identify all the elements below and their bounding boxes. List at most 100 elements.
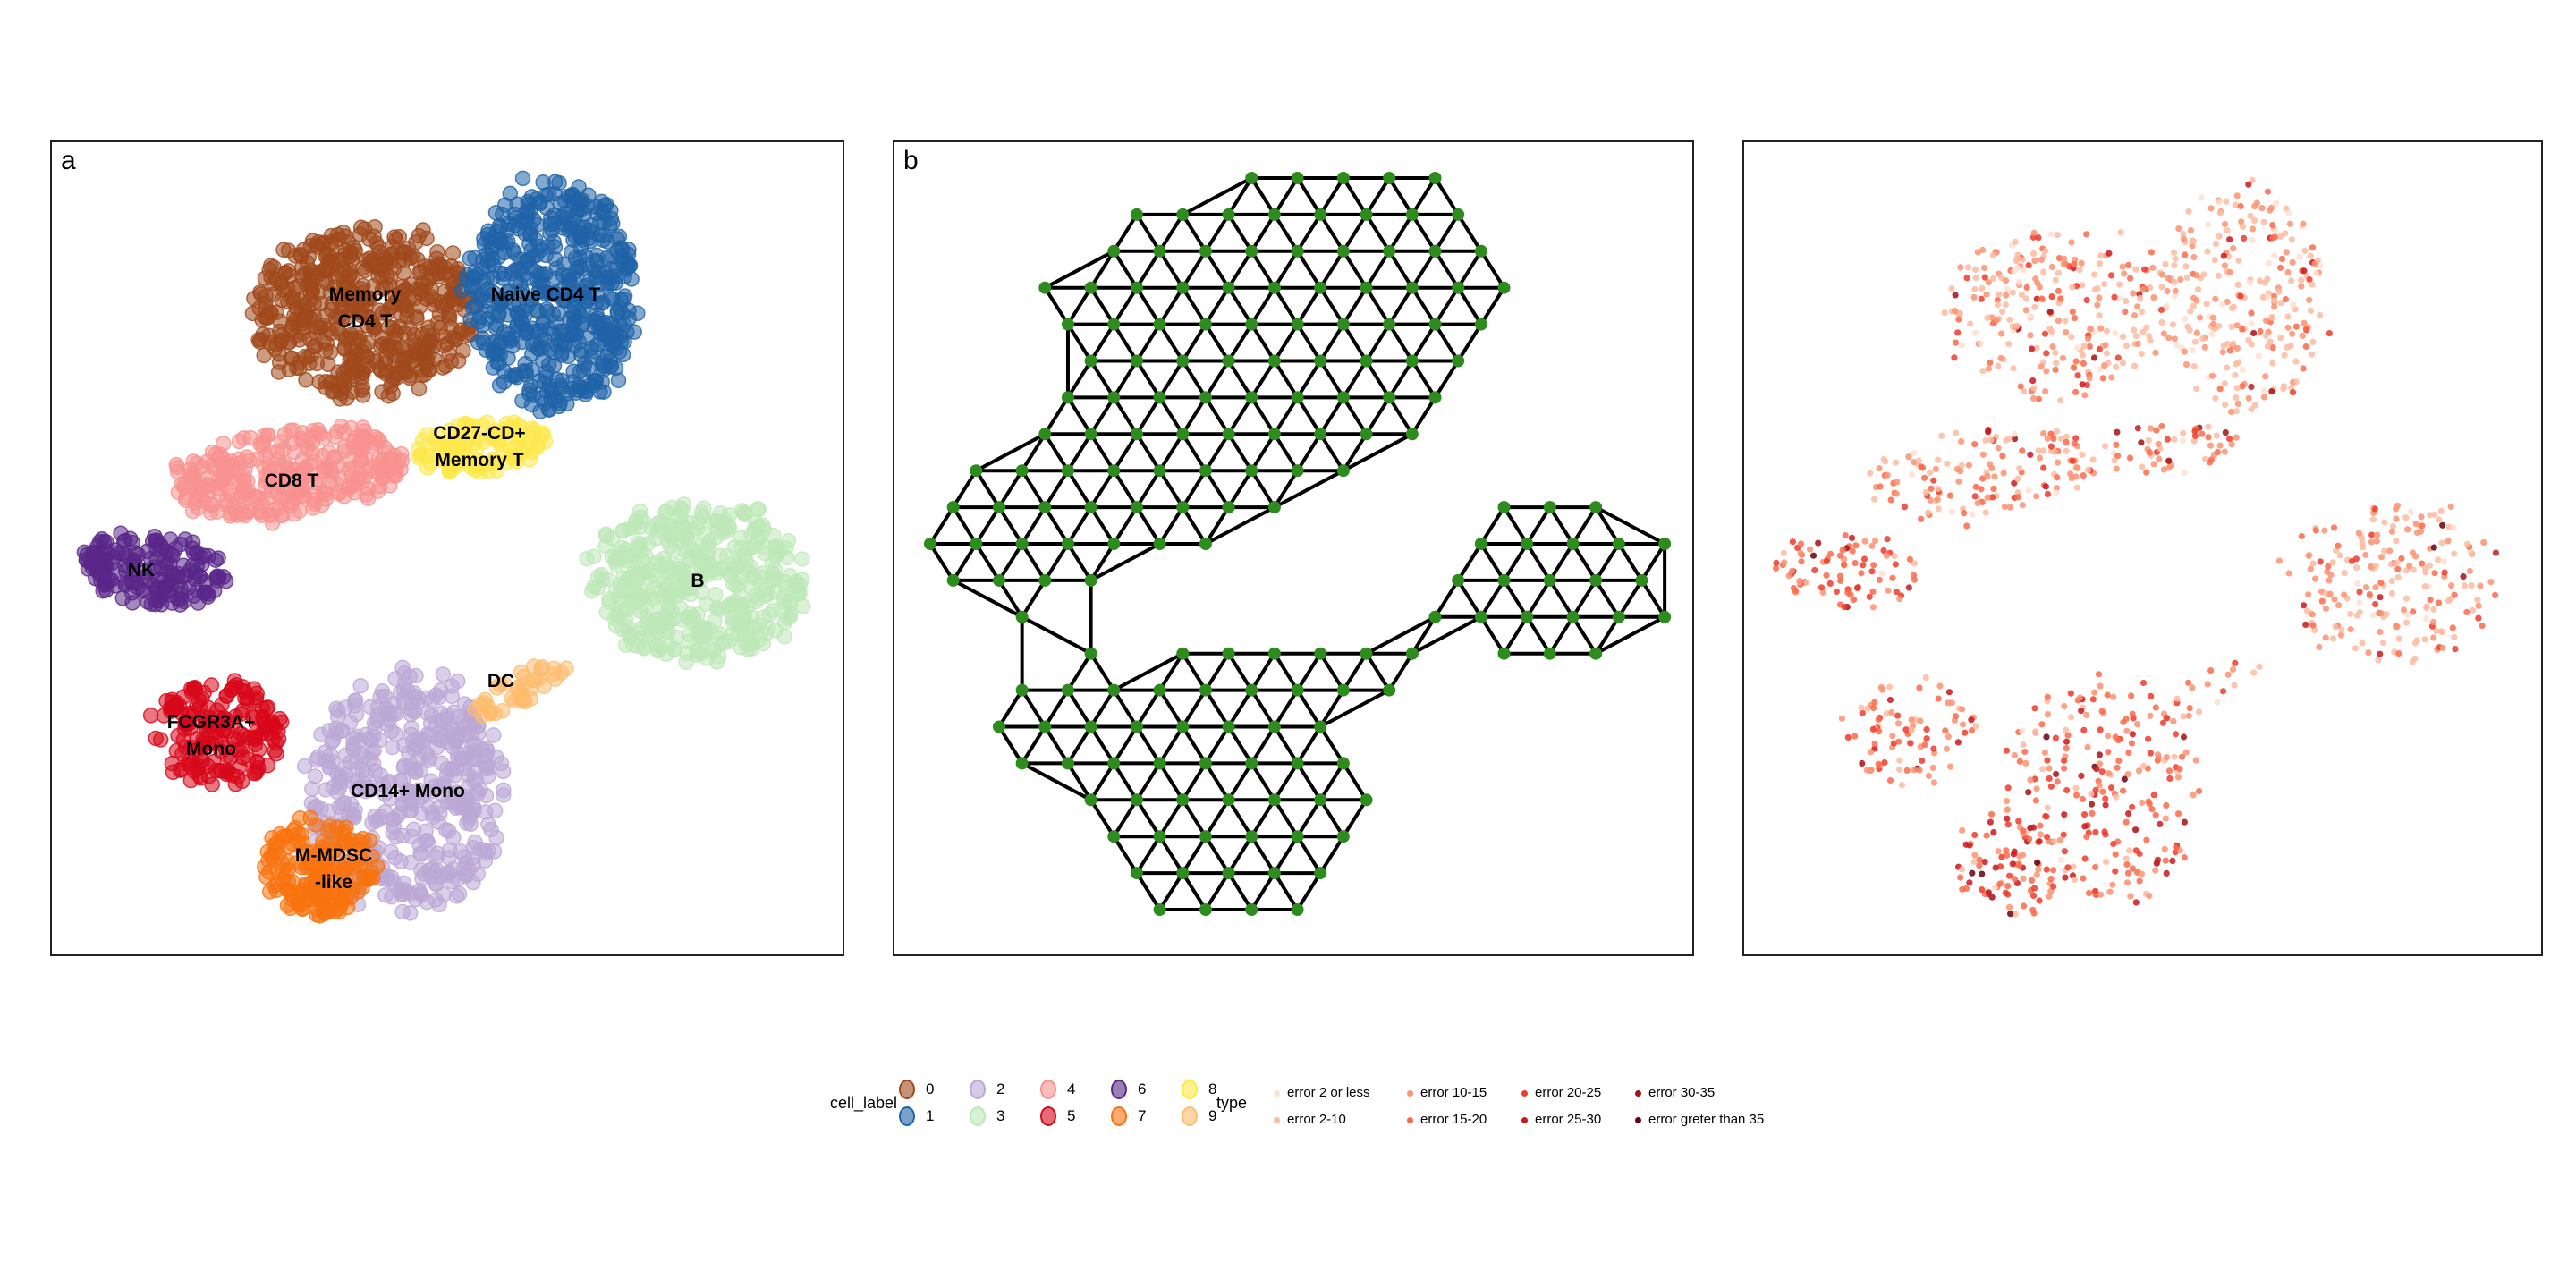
error-point (2069, 309, 2076, 316)
error-point (1930, 779, 1937, 786)
error-point (2011, 876, 2019, 883)
error-point (1959, 886, 1966, 893)
lattice-node (1635, 573, 1648, 587)
error-point (2027, 313, 2035, 320)
error-point (2233, 385, 2241, 392)
lattice-edge (1273, 872, 1300, 911)
error-point (2004, 815, 2011, 822)
lattice-node (1245, 757, 1258, 770)
error-point (2054, 232, 2061, 239)
error-point (1887, 496, 1894, 504)
error-point (2043, 813, 2050, 820)
error-point (2230, 665, 2237, 674)
error-point (2227, 408, 2235, 416)
error-point (1818, 584, 1826, 591)
error-point (2143, 836, 2150, 843)
error-point (1971, 441, 1979, 448)
lattice-edge (1456, 323, 1483, 362)
error-point (2160, 466, 2167, 473)
error-point (2086, 375, 2093, 382)
error-point (2156, 455, 2163, 462)
error-point (2298, 283, 2305, 290)
error-point (2092, 828, 2099, 836)
lattice-edge (1342, 213, 1368, 252)
lattice-edge (951, 542, 979, 581)
cell-point (214, 697, 230, 713)
error-point (2011, 267, 2018, 275)
cell-point (253, 331, 269, 348)
lattice-edge (1525, 506, 1552, 546)
lattice-edge (1089, 323, 1115, 362)
lattice-node (1383, 172, 1396, 184)
error-point (2047, 876, 2055, 883)
cell-point (303, 795, 320, 811)
error-point (2185, 208, 2192, 215)
lattice-edge (1204, 762, 1231, 801)
lattice-edge (1250, 213, 1276, 252)
error-point (2034, 859, 2041, 866)
error-point (2068, 334, 2075, 341)
error-point (2067, 470, 2074, 478)
error-point (2327, 572, 2334, 579)
legend-title-cell-label: cell_label (830, 1094, 898, 1112)
error-point (2046, 765, 2053, 772)
cell-point (429, 244, 445, 260)
error-point (1894, 479, 1901, 486)
error-point (2264, 275, 2271, 283)
error-point (1990, 829, 1997, 836)
lattice-edge (1364, 323, 1391, 362)
error-point (1979, 284, 1986, 292)
error-point (2163, 302, 2170, 309)
lattice-edge (1226, 433, 1253, 472)
error-point (2284, 313, 2292, 320)
error-point (2421, 636, 2428, 643)
error-point (2175, 225, 2182, 233)
cell-point (311, 284, 327, 301)
lattice-edge (1204, 396, 1231, 436)
error-point (2038, 295, 2046, 302)
error-point (1998, 330, 2005, 337)
error-point (1987, 359, 1994, 367)
panel-b-lattice-graph: b (893, 140, 1694, 956)
error-point (2403, 619, 2411, 626)
error-point (2126, 454, 2134, 462)
error-point (2268, 314, 2275, 321)
lattice-node (1314, 793, 1327, 807)
error-point (2138, 350, 2145, 358)
error-point (2040, 447, 2047, 454)
error-point (1811, 566, 1818, 574)
cell-point (262, 507, 278, 524)
lattice-node (1497, 281, 1511, 294)
error-point (2336, 552, 2343, 559)
error-point (2162, 857, 2169, 864)
lattice-edge (1502, 542, 1529, 581)
error-point (2114, 764, 2121, 771)
error-point (1876, 576, 1883, 583)
error-point (2026, 835, 2033, 843)
error-point (2268, 388, 2275, 395)
error-point (2072, 473, 2080, 480)
error-point (2262, 332, 2269, 339)
error-point (1927, 469, 1934, 476)
lattice-node (1360, 354, 1373, 368)
lattice-node (1336, 172, 1350, 184)
error-point (2435, 556, 2442, 564)
error-point (1962, 729, 1969, 736)
error-point (1967, 320, 1974, 327)
cell-point (491, 377, 508, 394)
cell-point (382, 269, 399, 285)
error-point (1978, 295, 1985, 302)
error-point (2105, 749, 2112, 756)
error-point (2299, 332, 2306, 339)
error-point (1995, 445, 2002, 452)
error-point (2286, 220, 2293, 227)
error-point (1907, 740, 1914, 747)
error-point (1958, 437, 1965, 445)
error-point (2158, 271, 2166, 278)
lattice-edge (1089, 725, 1115, 765)
cell-point (357, 870, 374, 887)
lattice-node (1566, 610, 1580, 623)
lattice-edge (1318, 762, 1345, 801)
cell-point (380, 387, 397, 404)
error-point (2150, 294, 2157, 301)
